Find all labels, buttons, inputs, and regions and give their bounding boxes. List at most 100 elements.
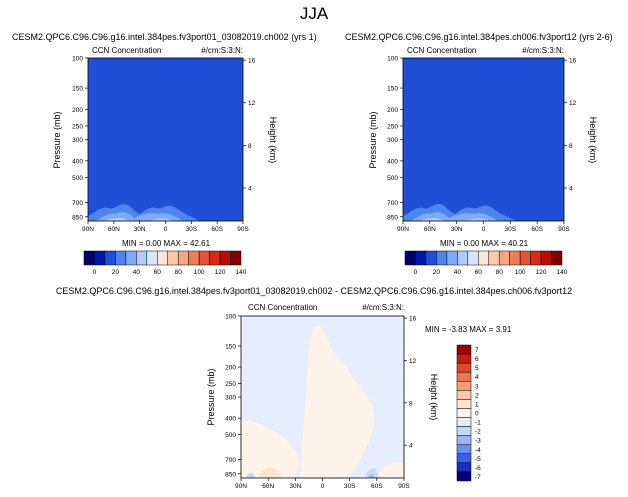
colorbar-swatch <box>425 250 437 266</box>
panel-1-plot-field <box>88 58 243 221</box>
y2-tick-label: 12 <box>569 100 577 107</box>
colorbar-label: -6 <box>475 465 481 472</box>
colorbar-swatch <box>209 250 221 266</box>
x-tick-label: 30N <box>289 483 301 490</box>
colorbar-swatch <box>456 417 472 427</box>
panel-1: CESM2.QPC6.C96.C96.g16.intel.384pes.fv3p… <box>12 32 317 276</box>
y2-tick-label: 16 <box>409 316 417 323</box>
x-tick-label: 90S <box>398 483 410 490</box>
y-tick-label: 300 <box>225 395 236 402</box>
colorbar-swatch <box>456 435 472 445</box>
x-tick-label: 60N <box>424 226 436 233</box>
y2-tick-label: 8 <box>569 143 573 150</box>
y2-tick-label: 8 <box>409 400 413 407</box>
colorbar-label: -4 <box>475 447 481 454</box>
colorbar-label: -3 <box>475 438 481 445</box>
y-tick-label: 250 <box>225 381 236 388</box>
y-tick-label: 700 <box>225 457 236 464</box>
panel-3-title: CESM2.QPC6.C96.C96.g16.intel.384pes.fv3p… <box>56 286 572 296</box>
colorbar-label: 120 <box>215 269 226 276</box>
panel-2-plot-field <box>403 58 564 221</box>
colorbar-swatch <box>219 250 231 266</box>
colorbar-label: 1 <box>475 401 479 408</box>
y-tick-label: 400 <box>225 416 236 423</box>
colorbar-swatch <box>456 408 472 418</box>
y2-tick-label: 8 <box>248 143 252 150</box>
colorbar-label: 20 <box>112 269 120 276</box>
y-tick-label: 400 <box>72 158 83 165</box>
y-tick-label: 850 <box>72 214 83 221</box>
colorbar-swatch <box>456 381 472 391</box>
panel-2-field-label: CCN Concentration <box>407 46 476 55</box>
colorbar-swatch <box>456 426 472 436</box>
y-tick-label: 200 <box>225 365 236 372</box>
panel-3: CESM2.QPC6.C96.C96.g16.intel.384pes.fv3p… <box>56 286 572 490</box>
colorbar-swatch <box>456 371 472 382</box>
colorbar-swatch <box>146 250 158 266</box>
panel-3-ylabel: Pressure (mb) <box>206 368 216 425</box>
x-tick-label: 0 <box>321 483 325 490</box>
y-tick-label: 850 <box>387 214 398 221</box>
y2-tick-label: 4 <box>409 443 413 450</box>
colorbar-swatch <box>478 250 489 266</box>
y-tick-label: 200 <box>72 107 83 114</box>
colorbar-label: 20 <box>433 269 441 276</box>
colorbar-swatch <box>125 250 137 266</box>
y-tick-label: 100 <box>387 56 398 63</box>
colorbar-swatch <box>551 250 563 266</box>
y2-tick-label: 16 <box>569 58 577 65</box>
colorbar-label: 40 <box>133 269 141 276</box>
colorbar-label: 40 <box>454 269 462 276</box>
colorbar-label: 120 <box>536 269 547 276</box>
colorbar-label: 100 <box>194 269 205 276</box>
y-tick-label: 150 <box>225 343 236 350</box>
x-tick-label: 90S <box>558 226 570 233</box>
colorbar-swatch <box>456 390 472 400</box>
panel-2-ylabel: Pressure (mb) <box>368 111 378 168</box>
colorbar-swatch <box>457 250 469 266</box>
colorbar-swatch <box>456 453 472 464</box>
colorbar-label: 100 <box>515 269 526 276</box>
colorbar-label: 4 <box>475 374 479 381</box>
x-tick-label: 60N <box>108 226 120 233</box>
x-tick-label: 60S <box>531 226 543 233</box>
panel-2-stats: MIN = 0.00 MAX = 40.21 <box>440 239 529 248</box>
x-tick-label: 30S <box>505 226 517 233</box>
colorbar-swatch <box>456 344 472 355</box>
panel-3-field-label: CCN Concentration <box>248 303 317 312</box>
panel-2-colorbar: 0 20 40 60 80 100 120 140 <box>404 250 568 276</box>
colorbar-swatch <box>177 250 189 266</box>
colorbar-swatch <box>94 250 106 266</box>
colorbar-swatch <box>456 362 472 373</box>
colorbar-swatch <box>167 250 179 266</box>
colorbar-swatch <box>456 353 472 364</box>
colorbar-swatch <box>188 250 200 266</box>
y-tick-label: 300 <box>72 137 83 144</box>
colorbar-label: 80 <box>496 269 504 276</box>
panel-1-y2label: Height (km) <box>268 117 278 164</box>
colorbar-swatch <box>540 250 552 266</box>
y-tick-label: 150 <box>72 86 83 93</box>
panel-3-units-label: #/cm:S:3:N: <box>362 303 404 312</box>
colorbar-swatch <box>83 250 95 266</box>
colorbar-swatch <box>530 250 542 266</box>
colorbar-label: -2 <box>475 429 481 436</box>
colorbar-label: 7 <box>475 347 479 354</box>
colorbar-swatch <box>456 462 472 473</box>
y-tick-label: 100 <box>72 56 83 63</box>
panel-1-field-label: CCN Concentration <box>92 46 161 55</box>
x-tick-label: 30N <box>451 226 463 233</box>
colorbar-swatch <box>456 444 472 455</box>
colorbar-swatch <box>157 250 168 266</box>
colorbar-label: -5 <box>475 456 481 463</box>
colorbar-swatch <box>415 250 427 266</box>
x-tick-label: 90S <box>237 226 249 233</box>
colorbar-swatch <box>498 250 510 266</box>
colorbar-swatch <box>404 250 416 266</box>
colorbar-label: 6 <box>475 356 479 363</box>
colorbar-label: -7 <box>475 474 481 481</box>
colorbar-swatch <box>198 250 210 266</box>
colorbar-swatch <box>115 250 127 266</box>
colorbar-swatch <box>436 250 448 266</box>
y-tick-label: 500 <box>225 432 236 439</box>
